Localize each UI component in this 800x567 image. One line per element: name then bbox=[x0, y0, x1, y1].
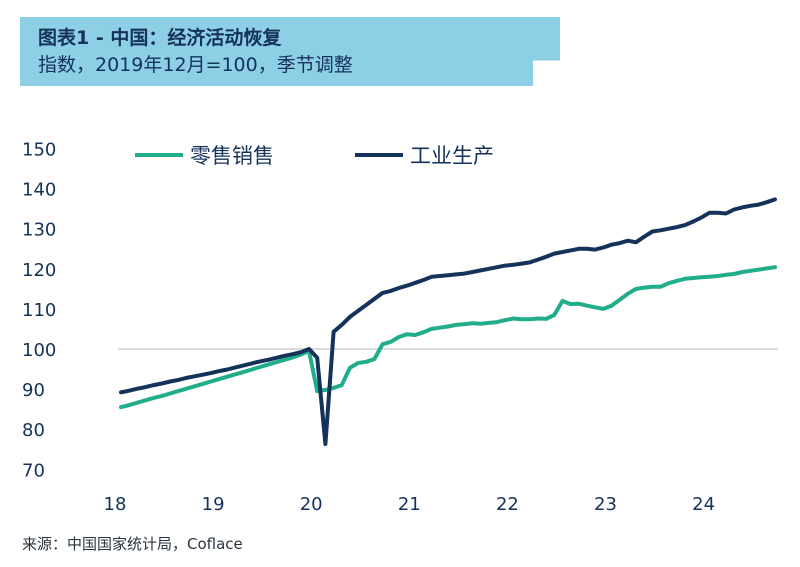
x-tick-label: 24 bbox=[692, 494, 715, 515]
y-tick-label: 70 bbox=[22, 460, 45, 481]
x-tick-label: 18 bbox=[104, 494, 127, 515]
x-tick-label: 22 bbox=[496, 494, 519, 515]
x-tick-label: 19 bbox=[202, 494, 225, 515]
y-tick-label: 110 bbox=[22, 300, 56, 321]
source-note: 来源：中国国家统计局，Coflace bbox=[22, 535, 243, 553]
series-line-industrial-production bbox=[119, 197, 777, 446]
legend-label: 零售销售 bbox=[190, 144, 274, 168]
x-tick-label: 23 bbox=[594, 494, 617, 515]
y-tick-label: 140 bbox=[22, 180, 56, 201]
y-tick-label: 150 bbox=[22, 140, 56, 161]
x-tick-label: 21 bbox=[398, 494, 421, 515]
chart-title: 图表1 - 中国：经济活动恢复 bbox=[38, 27, 282, 49]
x-tick-label: 20 bbox=[300, 494, 323, 515]
y-tick-label: 90 bbox=[22, 380, 45, 401]
legend-label: 工业生产 bbox=[410, 144, 494, 168]
y-tick-label: 100 bbox=[22, 340, 56, 361]
y-tick-label: 120 bbox=[22, 260, 56, 281]
title-banner: 图表1 - 中国：经济活动恢复 指数，2019年12月=100，季节调整 bbox=[20, 17, 560, 86]
y-tick-label: 130 bbox=[22, 220, 56, 241]
y-tick-label: 80 bbox=[22, 420, 45, 441]
series-line-retail-sales bbox=[119, 265, 777, 410]
chart-subtitle: 指数，2019年12月=100，季节调整 bbox=[38, 54, 353, 76]
